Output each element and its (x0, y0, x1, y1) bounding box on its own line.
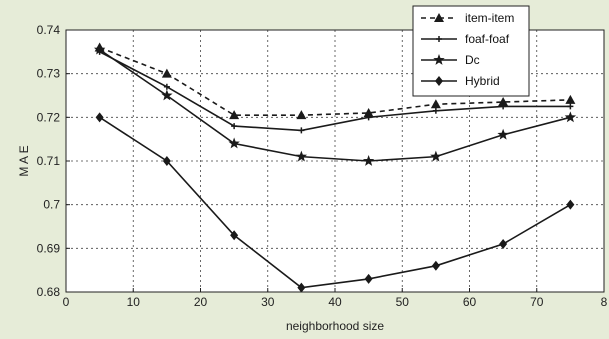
data-point-dc (228, 137, 240, 149)
data-point-dc (161, 89, 173, 101)
x-tick-label: 10 (127, 295, 141, 309)
x-tick-label: 8 (601, 295, 608, 309)
data-point-dc (497, 128, 509, 140)
y-axis-title: M A E (17, 145, 31, 176)
y-tick-label: 0.7 (43, 198, 60, 212)
data-point-foaf-foaf (432, 107, 439, 114)
x-axis-ticks: 0 10 20 30 40 50 60 70 8 (63, 288, 608, 309)
data-point-item-item (498, 97, 509, 107)
legend-label: Dc (465, 53, 480, 67)
x-tick-label: 30 (261, 295, 275, 309)
legend-marker (433, 54, 445, 65)
series-line-foaf-foaf (99, 51, 571, 132)
data-point-foaf-foaf (231, 123, 238, 130)
data-point-item-item (229, 110, 240, 120)
data-point-hybrid (95, 112, 104, 123)
x-tick-label: 60 (463, 295, 477, 309)
data-point-dc (93, 43, 106, 55)
legend-label: foaf-foaf (465, 32, 510, 46)
x-tick-label: 20 (194, 295, 208, 309)
x-tick-label: 70 (530, 295, 544, 309)
legend-item-item-item: item-item (421, 11, 514, 25)
legend-label: item-item (465, 11, 514, 25)
legend-item-foaf-foaf: foaf-foaf (421, 32, 510, 46)
data-point-item-item (161, 68, 172, 78)
y-tick-label: 0.68 (37, 285, 61, 299)
series-hybrid (95, 112, 575, 293)
legend: item-item foaf-foaf Dc Hybrid (412, 5, 530, 97)
y-axis-ticks: 0.68 0.69 0.7 0.71 0.72 0.73 0.74 (37, 23, 70, 299)
data-point-item-item (363, 107, 374, 117)
legend-marker (434, 13, 444, 22)
series-line-dc (99, 48, 571, 162)
data-point-foaf-foaf (500, 103, 507, 110)
data-point-hybrid (162, 156, 171, 166)
legend-marker (435, 76, 443, 86)
data-point-hybrid (431, 260, 440, 271)
x-axis-title: neighborhood size (286, 319, 384, 333)
data-point-foaf-foaf (298, 127, 305, 134)
series-line-hybrid (99, 116, 571, 289)
legend-item-hybrid: Hybrid (421, 74, 500, 88)
y-tick-label: 0.71 (37, 154, 61, 168)
y-tick-label: 0.72 (37, 110, 61, 124)
x-tick-label: 0 (63, 295, 70, 309)
data-point-dc (564, 111, 577, 123)
legend-item-dc: Dc (421, 53, 480, 67)
y-tick-label: 0.73 (37, 67, 61, 81)
data-point-item-item (430, 99, 441, 109)
legend-marker (436, 36, 442, 42)
series-item-item (94, 42, 576, 120)
y-tick-label: 0.69 (37, 241, 61, 255)
data-point-dc (295, 150, 308, 162)
data-point-hybrid (297, 282, 306, 293)
data-point-dc (362, 155, 375, 166)
data-point-hybrid (566, 199, 575, 210)
data-point-dc (430, 150, 442, 162)
x-tick-label: 40 (328, 295, 342, 309)
data-point-foaf-foaf (365, 114, 372, 121)
data-point-foaf-foaf (163, 83, 170, 90)
series-line-item-item (99, 46, 571, 116)
data-point-foaf-foaf (567, 103, 574, 110)
data-point-hybrid (230, 230, 239, 241)
legend-label: Hybrid (465, 74, 500, 88)
data-point-item-item (565, 94, 576, 104)
series-layer (93, 42, 577, 293)
grid (66, 30, 604, 292)
data-point-hybrid (364, 273, 373, 284)
data-point-item-item (296, 110, 307, 120)
series-foaf-foaf (96, 48, 574, 134)
y-tick-label: 0.74 (37, 23, 61, 37)
series-dc (93, 43, 577, 166)
data-point-hybrid (499, 238, 508, 249)
x-tick-label: 50 (396, 295, 410, 309)
